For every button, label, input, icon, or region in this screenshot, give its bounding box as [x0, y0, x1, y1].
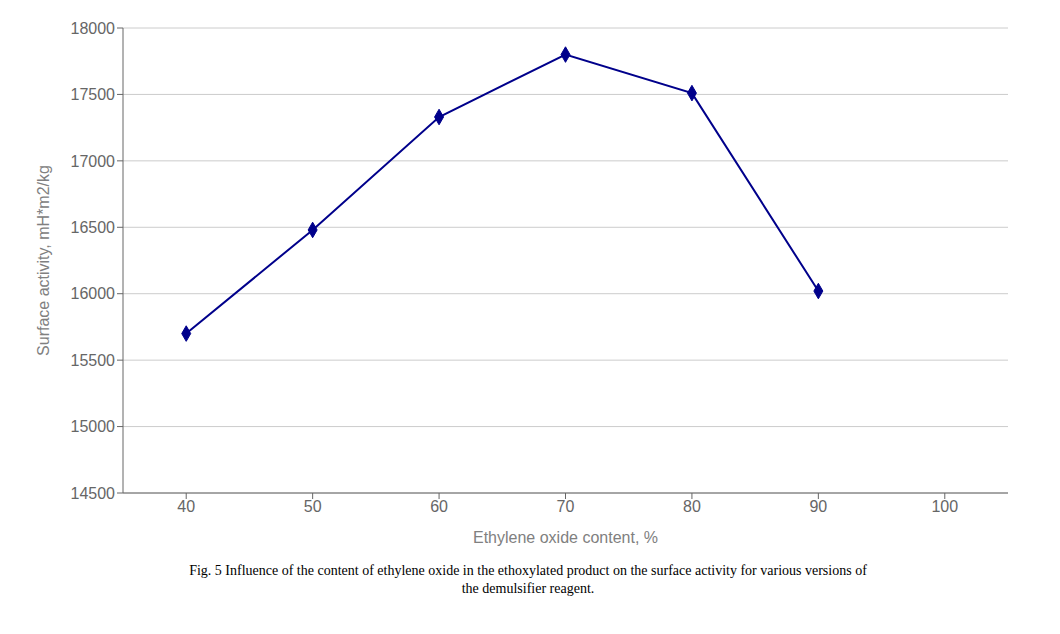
svg-text:40: 40 [177, 498, 195, 515]
svg-text:15500: 15500 [71, 352, 116, 369]
svg-text:15000: 15000 [71, 418, 116, 435]
svg-text:Ethylene oxide content, %: Ethylene oxide content, % [473, 529, 658, 546]
html-text:Fig. 5 Influence of the conten: Fig. 5 Influence of the content of ethyl… [189, 563, 867, 578]
svg-text:Surface activity, mH*m2/kg: Surface activity, mH*m2/kg [35, 165, 52, 356]
svg-text:100: 100 [931, 498, 958, 515]
svg-text:60: 60 [430, 498, 448, 515]
svg-text:80: 80 [683, 498, 701, 515]
svg-text:17000: 17000 [71, 153, 116, 170]
svg-text:50: 50 [304, 498, 322, 515]
svg-text:18000: 18000 [71, 20, 116, 37]
svg-text:16500: 16500 [71, 219, 116, 236]
svg-text:70: 70 [557, 498, 575, 515]
svg-text:16000: 16000 [71, 285, 116, 302]
svg-text:17500: 17500 [71, 86, 116, 103]
svg-text:14500: 14500 [71, 485, 116, 502]
html-text:the demulsifier reagent.: the demulsifier reagent. [461, 581, 595, 596]
svg-text:90: 90 [809, 498, 827, 515]
